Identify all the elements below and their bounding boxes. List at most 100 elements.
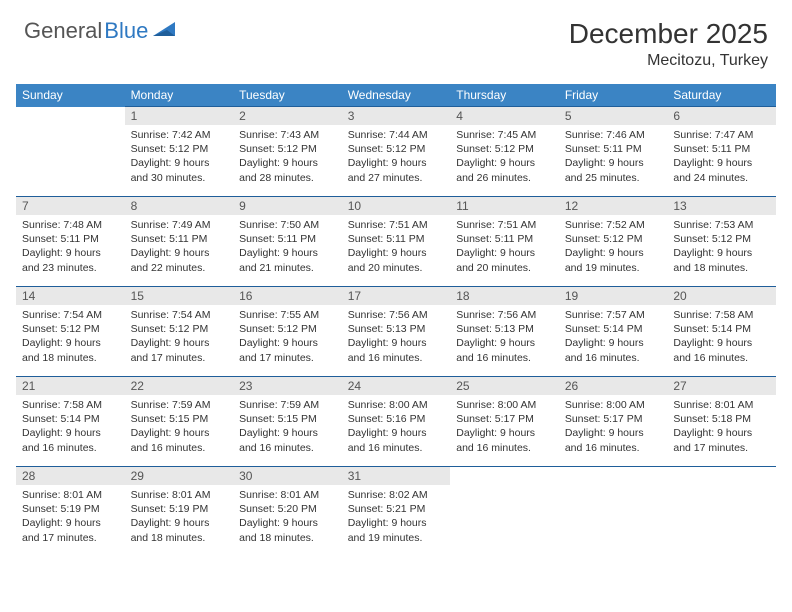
- day-number: 12: [559, 197, 668, 215]
- calendar-day-cell: 30Sunrise: 8:01 AMSunset: 5:20 PMDayligh…: [233, 467, 342, 557]
- sunset-text: Sunset: 5:18 PM: [673, 412, 770, 426]
- daylight-text: Daylight: 9 hours and 27 minutes.: [348, 156, 445, 184]
- day-number: 10: [342, 197, 451, 215]
- day-number: 24: [342, 377, 451, 395]
- day-number: [667, 467, 776, 485]
- calendar-day-cell: 10 Sunrise: 7:51 AMSunset: 5:11 PMDayligh…: [342, 197, 451, 287]
- calendar-day-cell: 3Sunrise: 7:44 AMSunset: 5:12 PMDaylight…: [342, 107, 451, 197]
- sunrise-text: Sunrise: 7:44 AM: [348, 128, 445, 142]
- daylight-text: Daylight: 9 hours and 17 minutes.: [22, 516, 119, 544]
- sunrise-text: Sunrise: 7:51 AM: [348, 218, 445, 232]
- day-number: 11: [450, 197, 559, 215]
- sunset-text: Sunset: 5:17 PM: [565, 412, 662, 426]
- day-number: 15: [125, 287, 234, 305]
- sunset-text: Sunset: 5:12 PM: [239, 322, 336, 336]
- calendar-day-cell: 25Sunrise: 8:00 AMSunset: 5:17 PMDayligh…: [450, 377, 559, 467]
- day-data: Sunrise: 7:59 AMSunset: 5:15 PMDaylight:…: [125, 395, 234, 461]
- day-number: [16, 107, 125, 125]
- calendar-day-cell: 31Sunrise: 8:02 AMSunset: 5:21 PMDayligh…: [342, 467, 451, 557]
- daylight-text: Daylight: 9 hours and 16 minutes.: [22, 426, 119, 454]
- day-data: Sunrise: 8:01 AMSunset: 5:20 PMDaylight:…: [233, 485, 342, 551]
- sunset-text: Sunset: 5:14 PM: [673, 322, 770, 336]
- day-data: Sunrise: 8:01 AMSunset: 5:18 PMDaylight:…: [667, 395, 776, 461]
- calendar-day-cell: 5Sunrise: 7:46 AMSunset: 5:11 PMDaylight…: [559, 107, 668, 197]
- day-data: Sunrise: 7:58 AMSunset: 5:14 PMDaylight:…: [667, 305, 776, 371]
- sunrise-text: Sunrise: 7:48 AM: [22, 218, 119, 232]
- day-data: Sunrise: 7:54 AMSunset: 5:12 PMDaylight:…: [16, 305, 125, 371]
- day-number: [450, 467, 559, 485]
- day-data: Sunrise: 7:50 AMSunset: 5:11 PMDaylight:…: [233, 215, 342, 281]
- day-data: Sunrise: 7:48 AMSunset: 5:11 PMDaylight:…: [16, 215, 125, 281]
- weekday-header: Wednesday: [342, 84, 451, 107]
- calendar-day-cell: 20Sunrise: 7:58 AMSunset: 5:14 PMDayligh…: [667, 287, 776, 377]
- day-number: 31: [342, 467, 451, 485]
- sunset-text: Sunset: 5:11 PM: [348, 232, 445, 246]
- sunset-text: Sunset: 5:11 PM: [22, 232, 119, 246]
- day-data: Sunrise: 7:47 AMSunset: 5:11 PMDaylight:…: [667, 125, 776, 191]
- weekday-header: Sunday: [16, 84, 125, 107]
- sunrise-text: Sunrise: 8:02 AM: [348, 488, 445, 502]
- calendar-day-cell: 28Sunrise: 8:01 AMSunset: 5:19 PMDayligh…: [16, 467, 125, 557]
- daylight-text: Daylight: 9 hours and 18 minutes.: [239, 516, 336, 544]
- day-data: Sunrise: 7:52 AMSunset: 5:12 PMDaylight:…: [559, 215, 668, 281]
- daylight-text: Daylight: 9 hours and 16 minutes.: [131, 426, 228, 454]
- sunset-text: Sunset: 5:17 PM: [456, 412, 553, 426]
- day-number: 13: [667, 197, 776, 215]
- sunset-text: Sunset: 5:12 PM: [131, 142, 228, 156]
- daylight-text: Daylight: 9 hours and 16 minutes.: [239, 426, 336, 454]
- day-number: 3: [342, 107, 451, 125]
- calendar-day-cell: 23Sunrise: 7:59 AMSunset: 5:15 PMDayligh…: [233, 377, 342, 467]
- daylight-text: Daylight: 9 hours and 18 minutes.: [22, 336, 119, 364]
- location-text: Mecitozu, Turkey: [569, 52, 768, 70]
- calendar-week-row: 1Sunrise: 7:42 AMSunset: 5:12 PMDaylight…: [16, 107, 776, 197]
- day-number: 30: [233, 467, 342, 485]
- daylight-text: Daylight: 9 hours and 26 minutes.: [456, 156, 553, 184]
- daylight-text: Daylight: 9 hours and 16 minutes.: [565, 426, 662, 454]
- daylight-text: Daylight: 9 hours and 16 minutes.: [456, 426, 553, 454]
- sunset-text: Sunset: 5:20 PM: [239, 502, 336, 516]
- sunset-text: Sunset: 5:11 PM: [456, 232, 553, 246]
- day-data: Sunrise: 7:45 AMSunset: 5:12 PMDaylight:…: [450, 125, 559, 191]
- daylight-text: Daylight: 9 hours and 20 minutes.: [348, 246, 445, 274]
- day-data: Sunrise: 7:42 AMSunset: 5:12 PMDaylight:…: [125, 125, 234, 191]
- logo-triangle-icon: [153, 20, 177, 43]
- day-data: Sunrise: 8:02 AMSunset: 5:21 PMDaylight:…: [342, 485, 451, 551]
- sunset-text: Sunset: 5:14 PM: [22, 412, 119, 426]
- daylight-text: Daylight: 9 hours and 16 minutes.: [673, 336, 770, 364]
- daylight-text: Daylight: 9 hours and 16 minutes.: [565, 336, 662, 364]
- daylight-text: Daylight: 9 hours and 17 minutes.: [239, 336, 336, 364]
- sunset-text: Sunset: 5:12 PM: [673, 232, 770, 246]
- calendar-day-cell: 1Sunrise: 7:42 AMSunset: 5:12 PMDaylight…: [125, 107, 234, 197]
- sunset-text: Sunset: 5:12 PM: [131, 322, 228, 336]
- daylight-text: Daylight: 9 hours and 22 minutes.: [131, 246, 228, 274]
- sunset-text: Sunset: 5:11 PM: [131, 232, 228, 246]
- daylight-text: Daylight: 9 hours and 18 minutes.: [131, 516, 228, 544]
- daylight-text: Daylight: 9 hours and 18 minutes.: [673, 246, 770, 274]
- daylight-text: Daylight: 9 hours and 19 minutes.: [565, 246, 662, 274]
- sunrise-text: Sunrise: 8:01 AM: [673, 398, 770, 412]
- sunrise-text: Sunrise: 7:52 AM: [565, 218, 662, 232]
- sunrise-text: Sunrise: 8:01 AM: [22, 488, 119, 502]
- calendar-day-cell: 22Sunrise: 7:59 AMSunset: 5:15 PMDayligh…: [125, 377, 234, 467]
- calendar-day-cell: 17Sunrise: 7:56 AMSunset: 5:13 PMDayligh…: [342, 287, 451, 377]
- sunrise-text: Sunrise: 7:58 AM: [22, 398, 119, 412]
- calendar-day-cell: 15Sunrise: 7:54 AMSunset: 5:12 PMDayligh…: [125, 287, 234, 377]
- day-number: 28: [16, 467, 125, 485]
- sunset-text: Sunset: 5:15 PM: [239, 412, 336, 426]
- calendar-day-cell: 12Sunrise: 7:52 AMSunset: 5:12 PMDayligh…: [559, 197, 668, 287]
- day-data: Sunrise: 7:54 AMSunset: 5:12 PMDaylight:…: [125, 305, 234, 371]
- day-number: 9: [233, 197, 342, 215]
- calendar-day-cell: 9Sunrise: 7:50 AMSunset: 5:11 PMDaylight…: [233, 197, 342, 287]
- calendar-day-cell: 24Sunrise: 8:00 AMSunset: 5:16 PMDayligh…: [342, 377, 451, 467]
- day-data: Sunrise: 8:00 AMSunset: 5:17 PMDaylight:…: [450, 395, 559, 461]
- sunset-text: Sunset: 5:13 PM: [348, 322, 445, 336]
- day-number: 18: [450, 287, 559, 305]
- daylight-text: Daylight: 9 hours and 17 minutes.: [673, 426, 770, 454]
- calendar-day-cell: 29Sunrise: 8:01 AMSunset: 5:19 PMDayligh…: [125, 467, 234, 557]
- daylight-text: Daylight: 9 hours and 16 minutes.: [348, 426, 445, 454]
- day-data: Sunrise: 7:46 AMSunset: 5:11 PMDaylight:…: [559, 125, 668, 191]
- day-data: Sunrise: 8:00 AMSunset: 5:16 PMDaylight:…: [342, 395, 451, 461]
- sunrise-text: Sunrise: 7:54 AM: [22, 308, 119, 322]
- page-title: December 2025: [569, 18, 768, 50]
- calendar-week-row: 21Sunrise: 7:58 AMSunset: 5:14 PMDayligh…: [16, 377, 776, 467]
